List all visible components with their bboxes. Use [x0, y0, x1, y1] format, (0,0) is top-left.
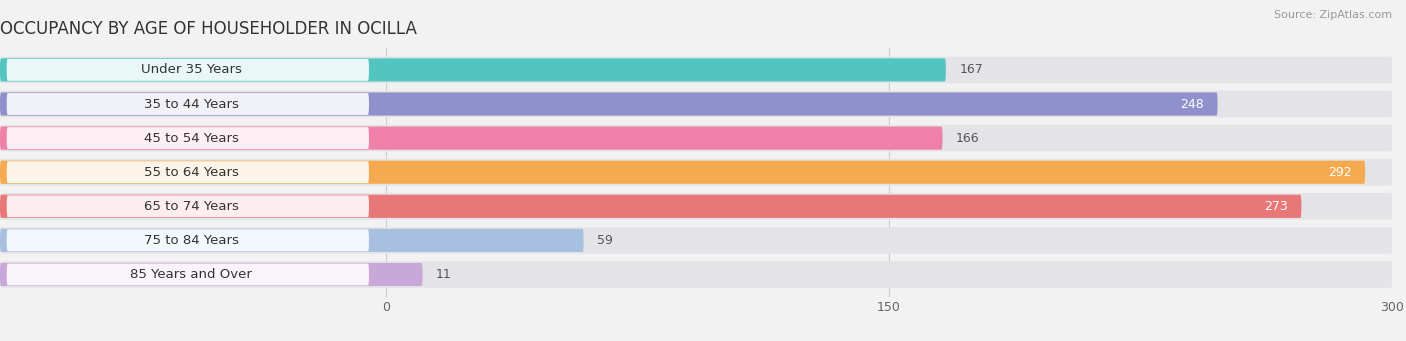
FancyBboxPatch shape [0, 159, 1392, 186]
FancyBboxPatch shape [0, 57, 1392, 83]
FancyBboxPatch shape [0, 58, 946, 81]
FancyBboxPatch shape [0, 127, 942, 150]
FancyBboxPatch shape [7, 161, 368, 183]
Text: 45 to 54 Years: 45 to 54 Years [143, 132, 239, 145]
FancyBboxPatch shape [7, 195, 368, 217]
Text: 85 Years and Over: 85 Years and Over [131, 268, 252, 281]
FancyBboxPatch shape [0, 193, 1392, 220]
FancyBboxPatch shape [7, 93, 368, 115]
Text: 75 to 84 Years: 75 to 84 Years [143, 234, 239, 247]
FancyBboxPatch shape [0, 92, 1218, 116]
Text: 11: 11 [436, 268, 451, 281]
FancyBboxPatch shape [7, 127, 368, 149]
FancyBboxPatch shape [0, 125, 1392, 151]
Text: 248: 248 [1181, 98, 1204, 110]
Text: 55 to 64 Years: 55 to 64 Years [143, 166, 239, 179]
Text: 273: 273 [1264, 200, 1288, 213]
Text: 292: 292 [1329, 166, 1351, 179]
Text: 167: 167 [959, 63, 983, 76]
FancyBboxPatch shape [0, 227, 1392, 254]
Text: 166: 166 [956, 132, 980, 145]
Text: 65 to 74 Years: 65 to 74 Years [143, 200, 239, 213]
FancyBboxPatch shape [7, 59, 368, 81]
FancyBboxPatch shape [0, 229, 583, 252]
FancyBboxPatch shape [0, 261, 1392, 288]
Text: 59: 59 [598, 234, 613, 247]
FancyBboxPatch shape [0, 91, 1392, 117]
FancyBboxPatch shape [7, 264, 368, 285]
Text: Under 35 Years: Under 35 Years [141, 63, 242, 76]
Text: 35 to 44 Years: 35 to 44 Years [143, 98, 239, 110]
FancyBboxPatch shape [0, 161, 1365, 184]
FancyBboxPatch shape [7, 229, 368, 251]
Text: Source: ZipAtlas.com: Source: ZipAtlas.com [1274, 10, 1392, 20]
FancyBboxPatch shape [0, 195, 1302, 218]
Text: OCCUPANCY BY AGE OF HOUSEHOLDER IN OCILLA: OCCUPANCY BY AGE OF HOUSEHOLDER IN OCILL… [0, 20, 416, 38]
FancyBboxPatch shape [0, 263, 423, 286]
